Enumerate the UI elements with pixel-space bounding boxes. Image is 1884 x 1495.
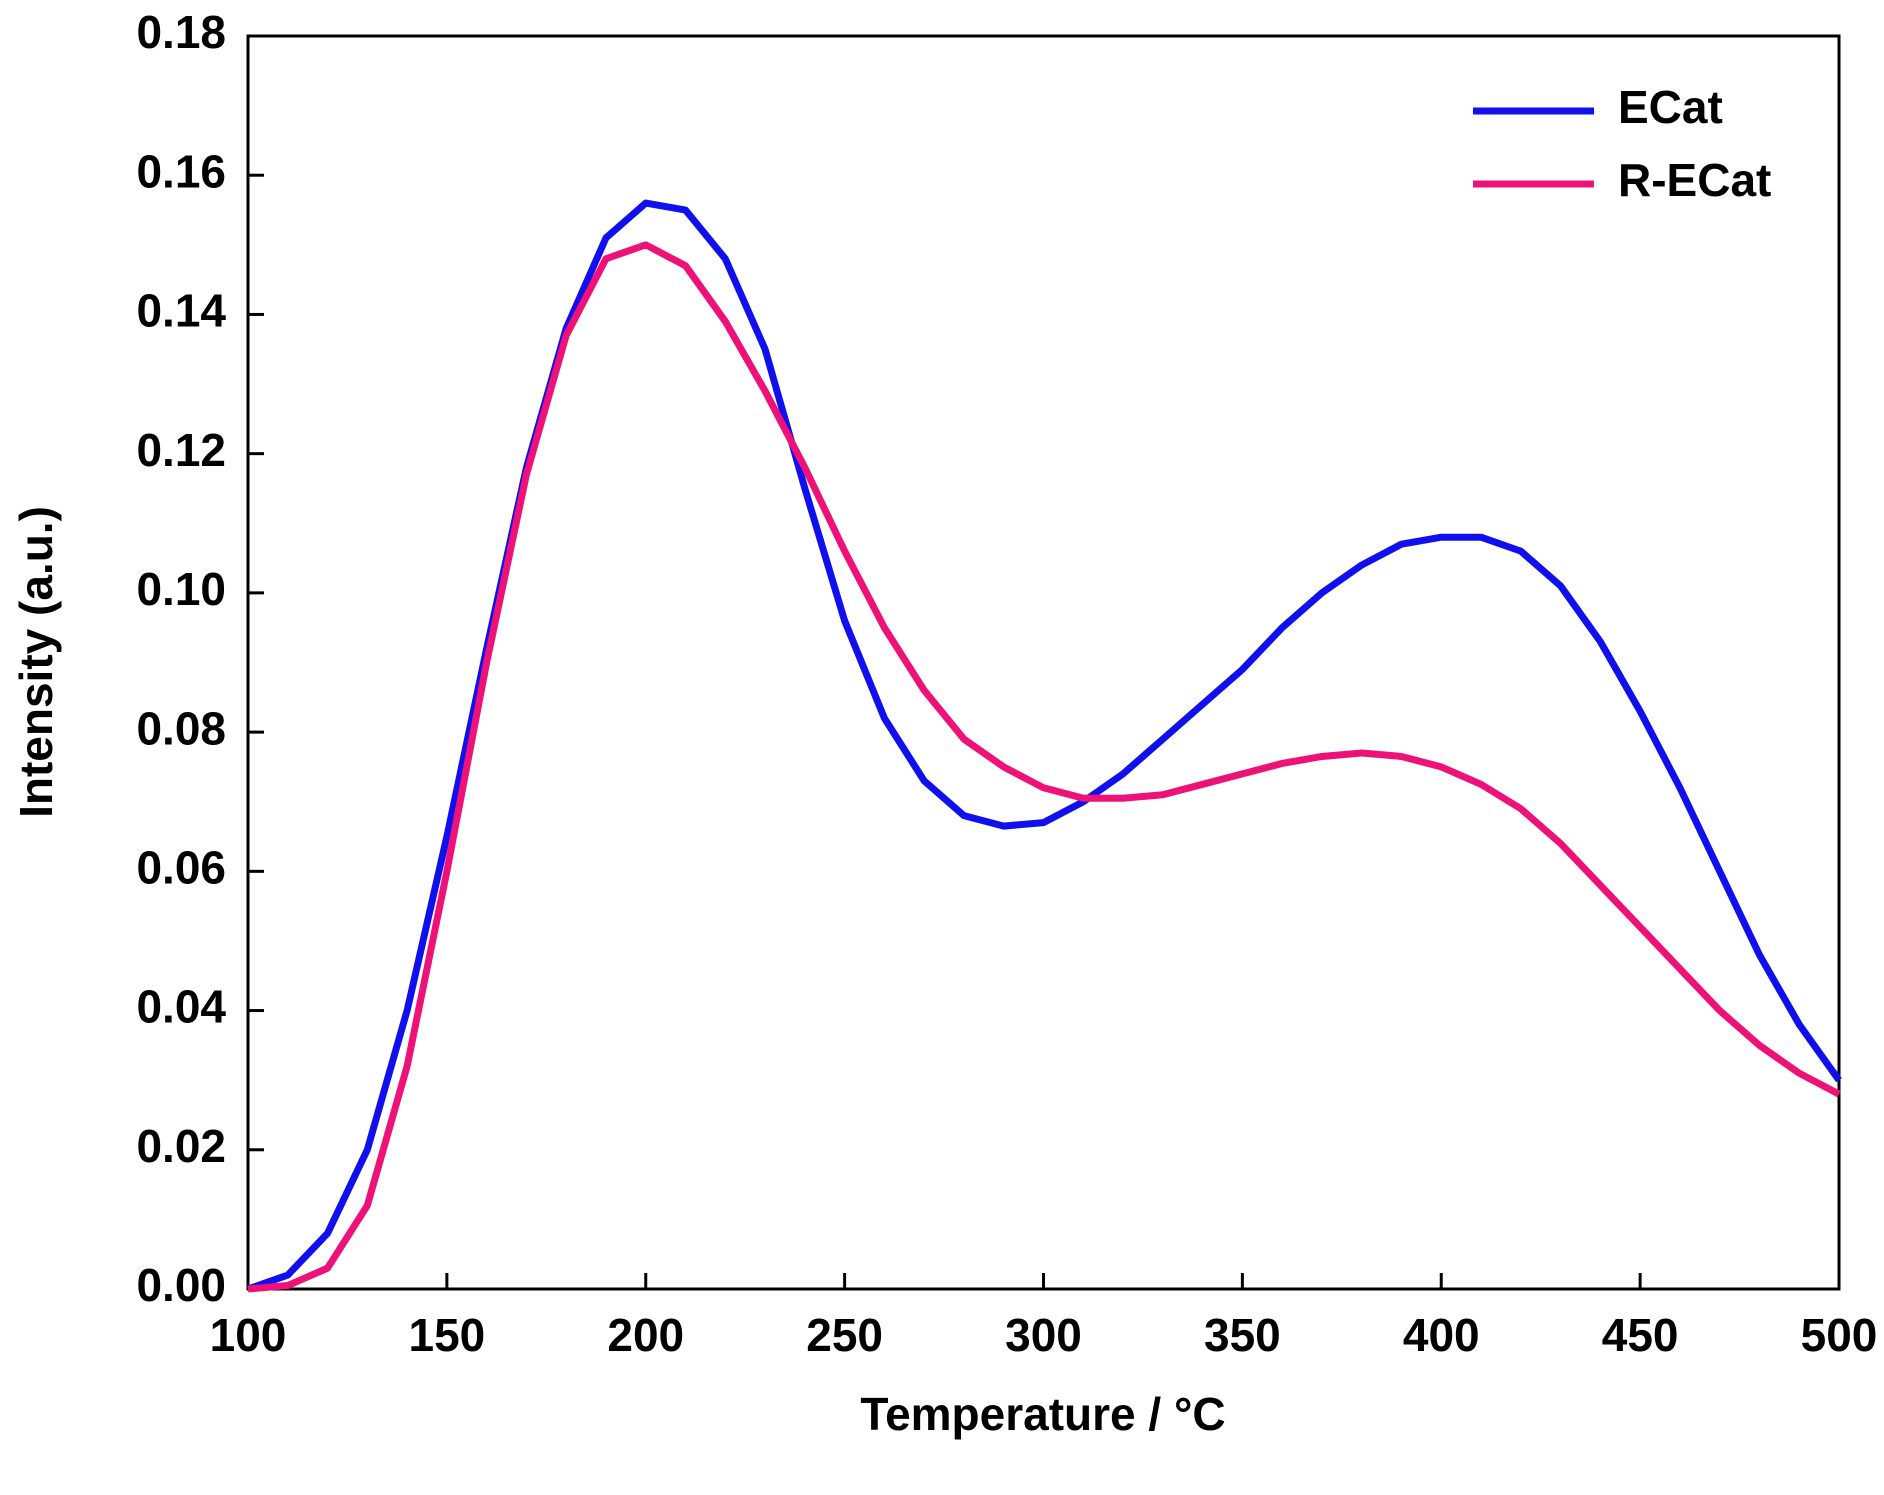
y-tick-label: 0.08	[136, 702, 226, 754]
legend-label: R-ECat	[1618, 154, 1771, 206]
y-tick-label: 0.18	[136, 6, 226, 58]
y-tick-label: 0.06	[136, 841, 226, 893]
x-axis-label: Temperature / °C	[860, 1388, 1225, 1440]
x-tick-label: 300	[1005, 1309, 1082, 1361]
x-tick-label: 200	[607, 1309, 684, 1361]
y-tick-label: 0.10	[136, 563, 226, 615]
x-tick-label: 350	[1204, 1309, 1281, 1361]
y-tick-label: 0.14	[136, 285, 226, 337]
legend-label: ECat	[1618, 81, 1723, 133]
y-tick-label: 0.04	[136, 981, 226, 1033]
x-tick-label: 500	[1801, 1309, 1878, 1361]
y-tick-label: 0.12	[136, 424, 226, 476]
series-line	[246, 199, 1842, 1293]
x-tick-label: 450	[1602, 1309, 1679, 1361]
series-line	[247, 241, 1841, 1293]
x-tick-label: 400	[1403, 1309, 1480, 1361]
x-tick-label: 250	[806, 1309, 883, 1361]
x-tick-label: 150	[409, 1309, 486, 1361]
y-tick-label: 0.02	[136, 1120, 226, 1172]
y-tick-label: 0.00	[136, 1259, 226, 1311]
y-axis-label: Intensity (a.u.)	[10, 506, 62, 818]
y-tick-label: 0.16	[136, 145, 226, 197]
x-tick-label: 100	[210, 1309, 287, 1361]
